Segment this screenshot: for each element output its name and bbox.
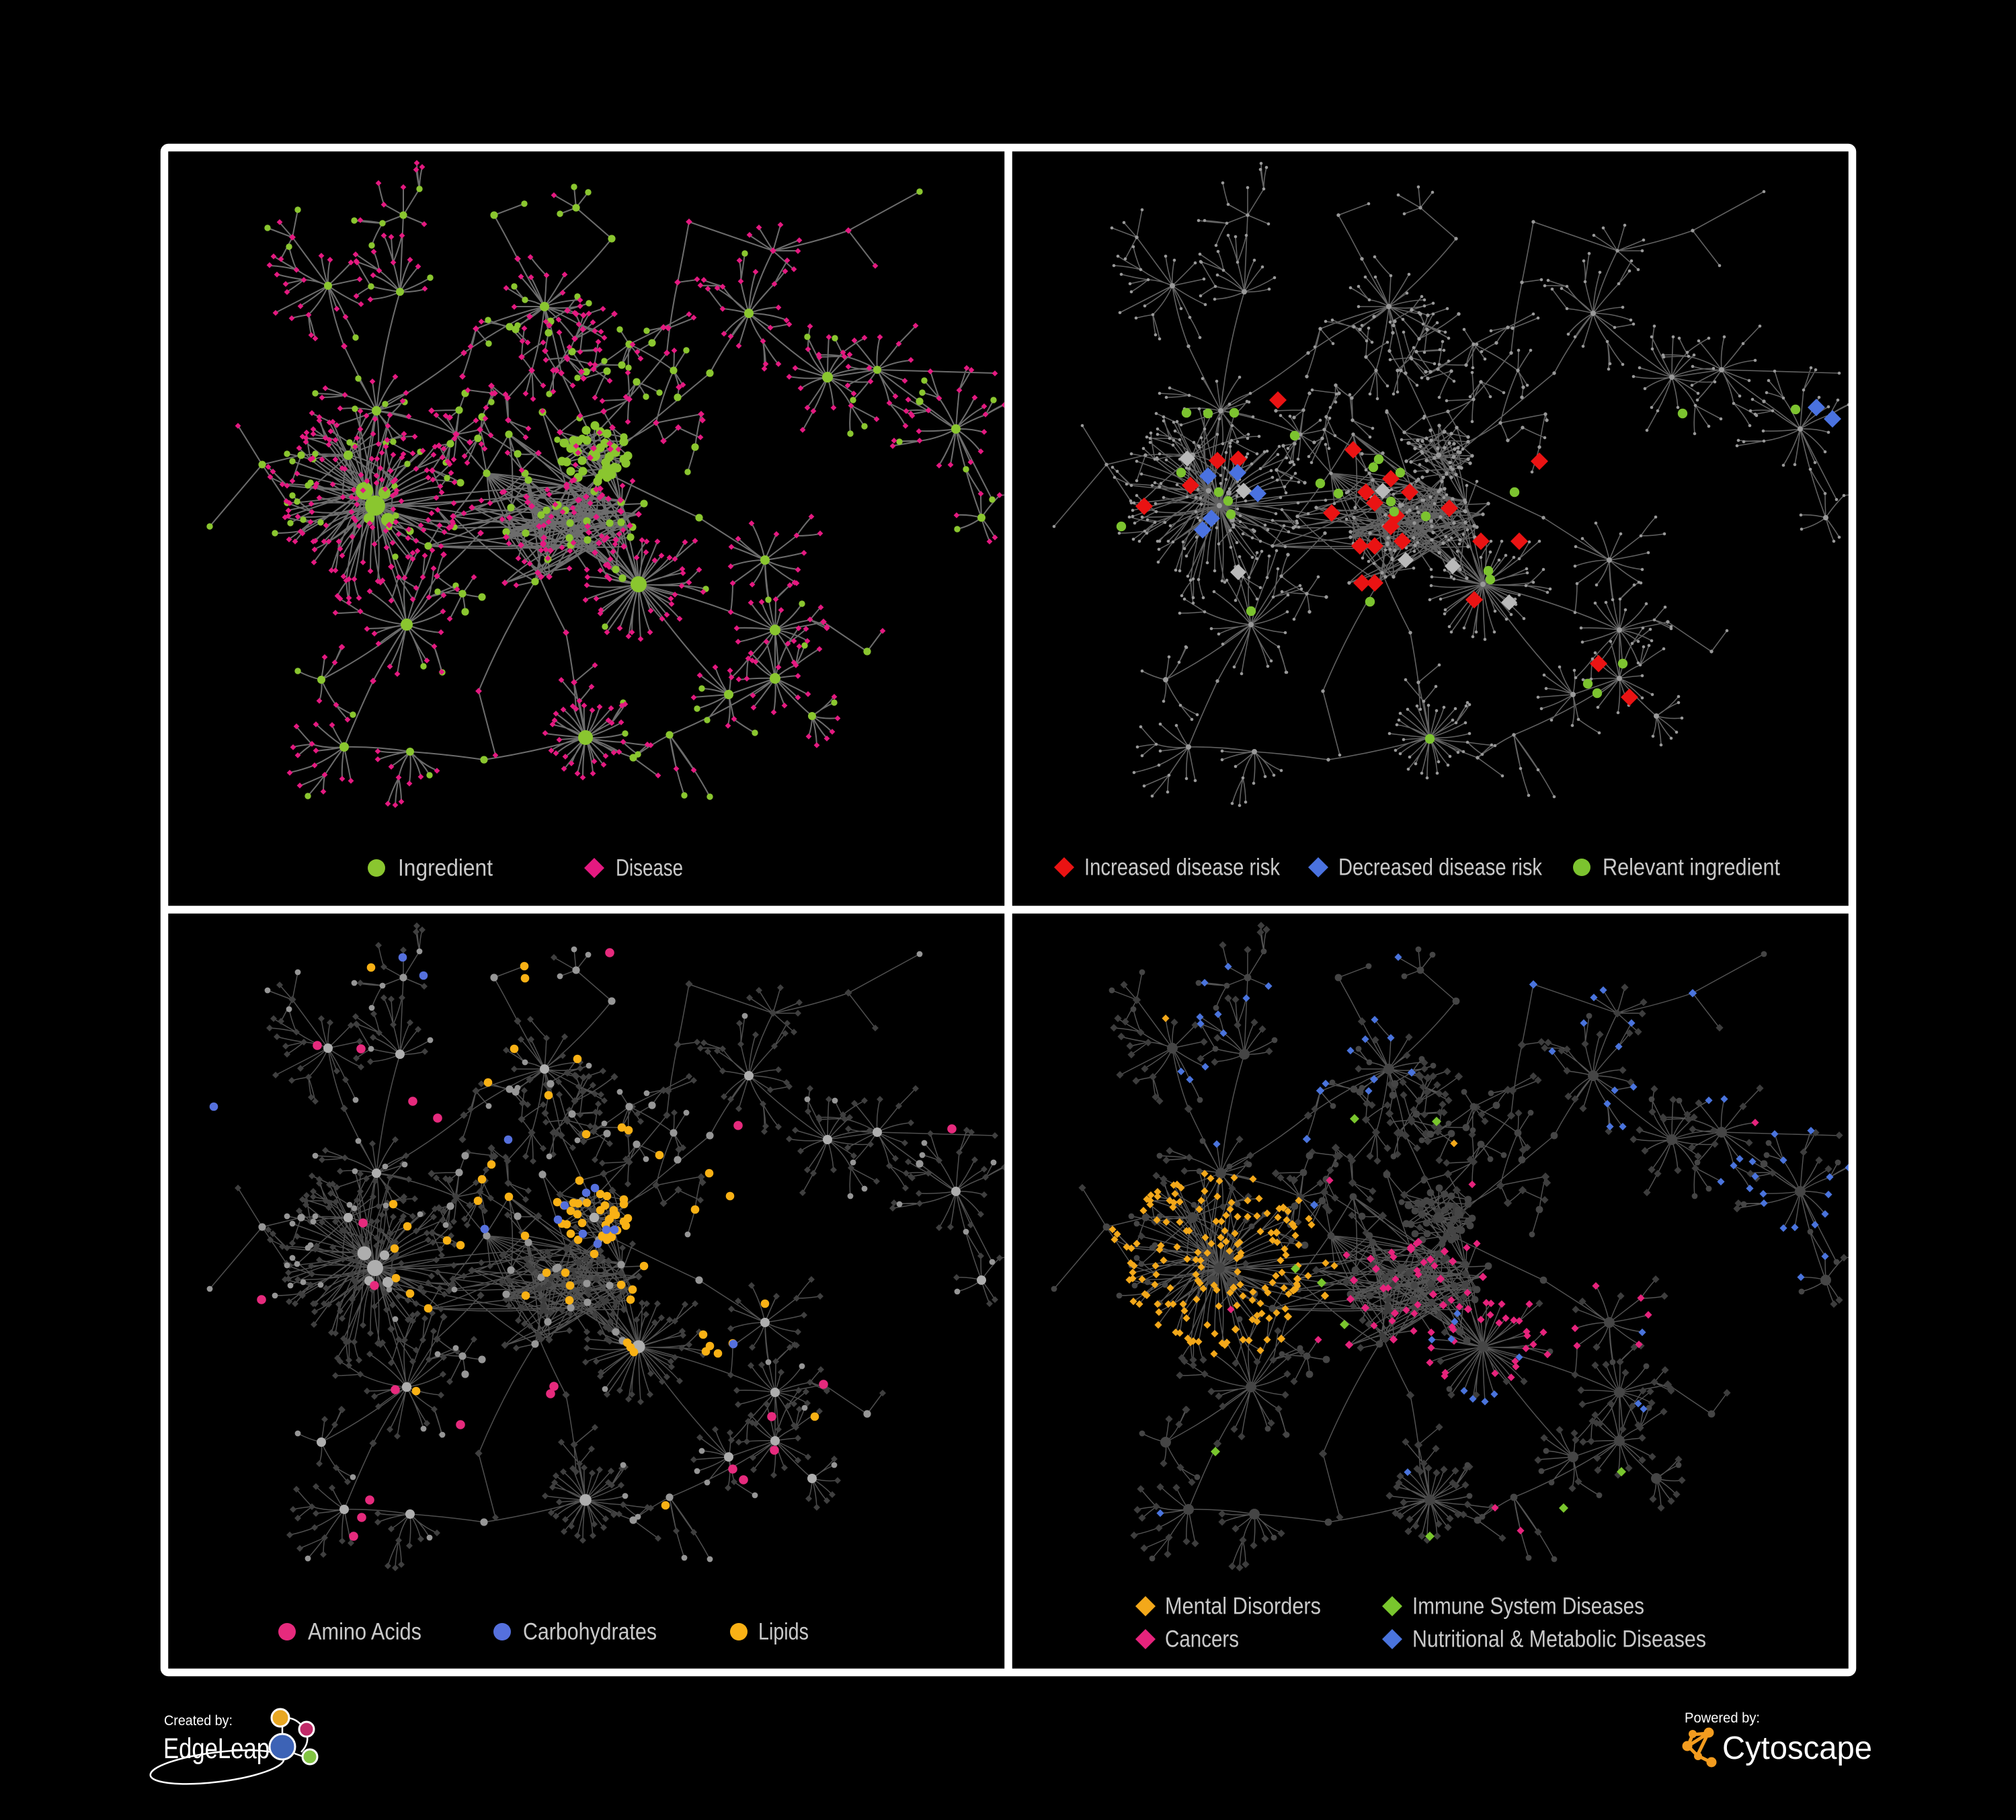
svg-text:Disease: Disease (616, 855, 683, 881)
svg-text:Nutritional & Metabolic Diseas: Nutritional & Metabolic Diseases (1412, 1626, 1706, 1653)
svg-text:Ingredient: Ingredient (398, 855, 493, 881)
svg-text:Created by:: Created by: (164, 1713, 233, 1729)
svg-text:Immune System Diseases: Immune System Diseases (1412, 1593, 1644, 1620)
svg-text:Cytoscape: Cytoscape (1722, 1731, 1872, 1766)
svg-text:Amino Acids: Amino Acids (308, 1619, 421, 1645)
svg-text:Carbohydrates: Carbohydrates (523, 1619, 657, 1645)
svg-text:Lipids: Lipids (758, 1619, 809, 1645)
svg-text:EdgeLeap: EdgeLeap (163, 1733, 270, 1765)
svg-text:Cancers: Cancers (1165, 1626, 1239, 1653)
svg-text:Powered by:: Powered by: (1685, 1710, 1760, 1726)
svg-text:Decreased disease risk: Decreased disease risk (1338, 855, 1542, 881)
svg-text:Mental Disorders: Mental Disorders (1165, 1593, 1321, 1620)
svg-text:Increased disease risk: Increased disease risk (1084, 855, 1280, 881)
svg-text:Relevant ingredient: Relevant ingredient (1603, 855, 1780, 881)
